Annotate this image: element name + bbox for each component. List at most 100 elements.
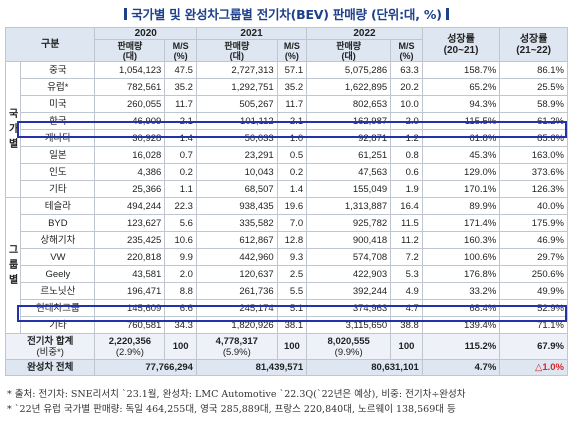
cell-m2022: 38.8 <box>390 316 423 334</box>
cell-m2022: 10.0 <box>390 95 423 113</box>
cell-m2020: 5.6 <box>164 214 197 232</box>
cell-g1: 89.9% <box>421 197 501 215</box>
cell-m2021: 0.2 <box>276 163 308 181</box>
footnote-europe: * `22년 유럽 국가별 판매량: 독일 464,255대, 영국 285,8… <box>7 404 456 415</box>
total-label: 전기차 합계 (비중*) <box>4 333 96 360</box>
title-bar-right <box>445 8 449 20</box>
cell-s2020: 1,054,123 <box>94 61 166 79</box>
header-year-2021: 2021 <box>195 27 308 40</box>
cell-g2: 40.0% <box>499 197 568 215</box>
cell-s2022: 3,115,650 <box>306 316 392 334</box>
table-row: 한국 46,909 2.1 101,112 2.1 162,987 2.0 115.5% 61.… <box>6 112 568 130</box>
cell-name: BYD <box>20 214 96 232</box>
cell-g1: 68.4% <box>421 299 501 317</box>
total-growth-20-21: 115.2% <box>421 333 501 360</box>
cell-name: 일본 <box>20 146 96 164</box>
cell-name: 인도 <box>20 163 96 181</box>
cell-g2: 52.9% <box>499 299 568 317</box>
cell-m2022: 5.3 <box>390 265 423 283</box>
cell-m2022: 4.9 <box>390 282 423 300</box>
cell-s2022: 47,563 <box>306 163 392 181</box>
cell-s2022: 61,251 <box>306 146 392 164</box>
cell-g2: 86.1% <box>499 61 568 79</box>
cell-s2020: 782,561 <box>94 78 166 96</box>
cell-s2022: 392,244 <box>306 282 392 300</box>
page-title: 국가별 및 완성차그룹별 전기차(BEV) 판매량 (단위:대, %) <box>0 4 573 24</box>
total-sales-2021: 4,778,317 (5.9%) <box>195 333 278 360</box>
cell-g2: 71.1% <box>499 316 568 334</box>
cell-m2020: 10.6 <box>164 231 197 249</box>
header-sales-2020: 판매량 (대) <box>94 39 166 62</box>
cell-m2020: 0.2 <box>164 163 197 181</box>
grand-sales-2021: 81,439,571 <box>195 359 308 376</box>
grand-sales-2020: 77,766,294 <box>94 359 197 376</box>
cell-m2021: 19.6 <box>276 197 308 215</box>
cell-g2: 373.6% <box>499 163 568 181</box>
cell-g1: 100.6% <box>421 248 501 266</box>
header-year-2020: 2020 <box>94 27 197 40</box>
cell-g2: 61.2% <box>499 112 568 130</box>
header-growth-21-22: 성장률 (21~22) <box>499 27 568 62</box>
cell-name: VW <box>20 248 96 266</box>
cell-s2021: 335,582 <box>195 214 278 232</box>
cell-g1: 115.5% <box>421 112 501 130</box>
cell-s2022: 374,963 <box>306 299 392 317</box>
bev-sales-table: 구분 2020 2021 2022 성장률 (20~21) 성장률 (21~22) … <box>4 27 568 376</box>
cell-s2020: 494,244 <box>94 197 166 215</box>
table-row: 유럽* 782,561 35.2 1,292,751 35.2 1,622,895 20.2… <box>6 78 568 96</box>
table-body: 국 가 별 중국 1,054,123 47.5 2,727,313 57.1 5,075,286… <box>4 61 568 334</box>
total-sales-2022: 8,020,555 (9.9%) <box>306 333 392 360</box>
cell-m2021: 1.0 <box>276 129 308 147</box>
cell-name: 미국 <box>20 95 96 113</box>
cell-m2021: 5.5 <box>276 282 308 300</box>
cell-m2020: 0.7 <box>164 146 197 164</box>
footnote-source: * 출처: 전기차: SNE리서치 `23.1월, 완성차: LMC Autom… <box>7 389 466 400</box>
cell-m2022: 0.6 <box>390 163 423 181</box>
cell-s2022: 900,418 <box>306 231 392 249</box>
total-ms-2022: 100 <box>390 333 423 360</box>
cell-g2: 85.6% <box>499 129 568 147</box>
cell-s2022: 802,653 <box>306 95 392 113</box>
cell-name: 테슬라 <box>20 197 96 215</box>
cell-m2022: 4.7 <box>390 299 423 317</box>
table-row: Geely 43,581 2.0 120,637 2.5 422,903 5.3 176.8%… <box>6 265 568 283</box>
cell-m2022: 20.2 <box>390 78 423 96</box>
cell-m2021: 9.3 <box>276 248 308 266</box>
table-row: 일본 16,028 0.7 23,291 0.5 61,251 0.8 45.3% 163.0% <box>6 146 568 164</box>
cell-s2020: 4,386 <box>94 163 166 181</box>
table-row: 상해기차 235,425 10.6 612,867 12.8 900,418 11.2 160… <box>6 231 568 249</box>
cell-g2: 163.0% <box>499 146 568 164</box>
cell-m2020: 11.7 <box>164 95 197 113</box>
cell-name: 르노닛산 <box>20 282 96 300</box>
title-bar-left <box>124 8 128 20</box>
cell-s2021: 938,435 <box>195 197 278 215</box>
cell-m2020: 2.1 <box>164 112 197 130</box>
cell-m2021: 57.1 <box>276 61 308 79</box>
grand-sales-2022: 80,631,101 <box>306 359 423 376</box>
cell-m2021: 38.1 <box>276 316 308 334</box>
table-row: 기타 25,366 1.1 68,507 1.4 155,049 1.9 170.1% 126.… <box>6 180 568 198</box>
cell-s2021: 23,291 <box>195 146 278 164</box>
cell-s2022: 925,782 <box>306 214 392 232</box>
cell-s2021: 120,637 <box>195 265 278 283</box>
cell-m2021: 0.5 <box>276 146 308 164</box>
cell-m2022: 1.2 <box>390 129 423 147</box>
cell-s2021: 612,867 <box>195 231 278 249</box>
cell-s2020: 46,909 <box>94 112 166 130</box>
cell-s2022: 1,622,895 <box>306 78 392 96</box>
cell-m2021: 35.2 <box>276 78 308 96</box>
cell-s2022: 1,313,887 <box>306 197 392 215</box>
cell-s2021: 68,507 <box>195 180 278 198</box>
cell-g2: 29.7% <box>499 248 568 266</box>
cell-s2021: 2,727,313 <box>195 61 278 79</box>
cell-g2: 250.6% <box>499 265 568 283</box>
cell-m2020: 22.3 <box>164 197 197 215</box>
cell-g1: 160.3% <box>421 231 501 249</box>
table-row: 그 룹 별 테슬라 494,244 22.3 938,435 19.6 1,313,887 16.… <box>4 197 568 334</box>
cell-s2020: 43,581 <box>94 265 166 283</box>
table-row: BYD 123,627 5.6 335,582 7.0 925,782 11.5 171.4%… <box>6 214 568 232</box>
cell-m2022: 63.3 <box>390 61 423 79</box>
table-row: 르노닛산 196,471 8.8 261,736 5.5 392,244 4.9 33.2% 4… <box>6 282 568 300</box>
cell-g1: 45.3% <box>421 146 501 164</box>
